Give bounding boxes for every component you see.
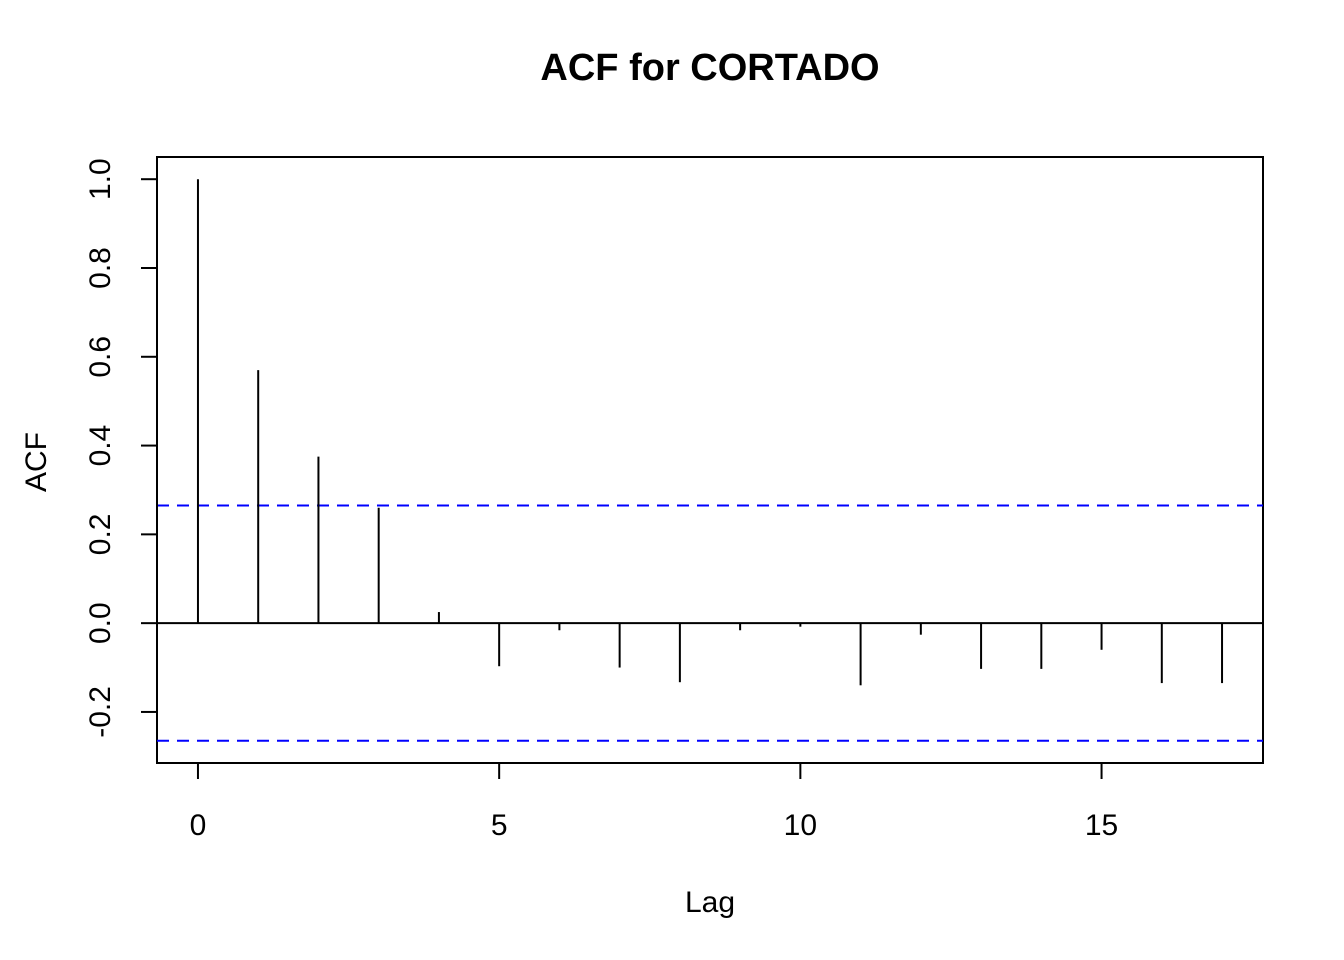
y-tick-label: 1.0 bbox=[84, 158, 117, 200]
y-tick-label: 0.6 bbox=[84, 336, 117, 378]
x-tick-label: 0 bbox=[190, 809, 207, 842]
y-axis-label: ACF bbox=[20, 432, 53, 492]
x-tick-label: 15 bbox=[1085, 809, 1118, 842]
x-axis-label: Lag bbox=[685, 886, 735, 919]
plot-frame bbox=[156, 156, 1264, 764]
x-tick-label: 10 bbox=[784, 809, 817, 842]
y-tick-label: 0.2 bbox=[84, 514, 117, 556]
y-tick-label: 0.4 bbox=[84, 425, 117, 467]
chart-title: ACF for CORTADO bbox=[540, 47, 879, 89]
y-tick-label: -0.2 bbox=[84, 686, 117, 738]
y-tick-label: 0.8 bbox=[84, 247, 117, 289]
x-tick-label: 5 bbox=[491, 809, 508, 842]
plot-area: 0 5 10 15 -0.2 0.0 0.2 0.4 0.6 0.8 1.0 bbox=[84, 156, 1264, 842]
y-tick-label: 0.0 bbox=[84, 602, 117, 644]
